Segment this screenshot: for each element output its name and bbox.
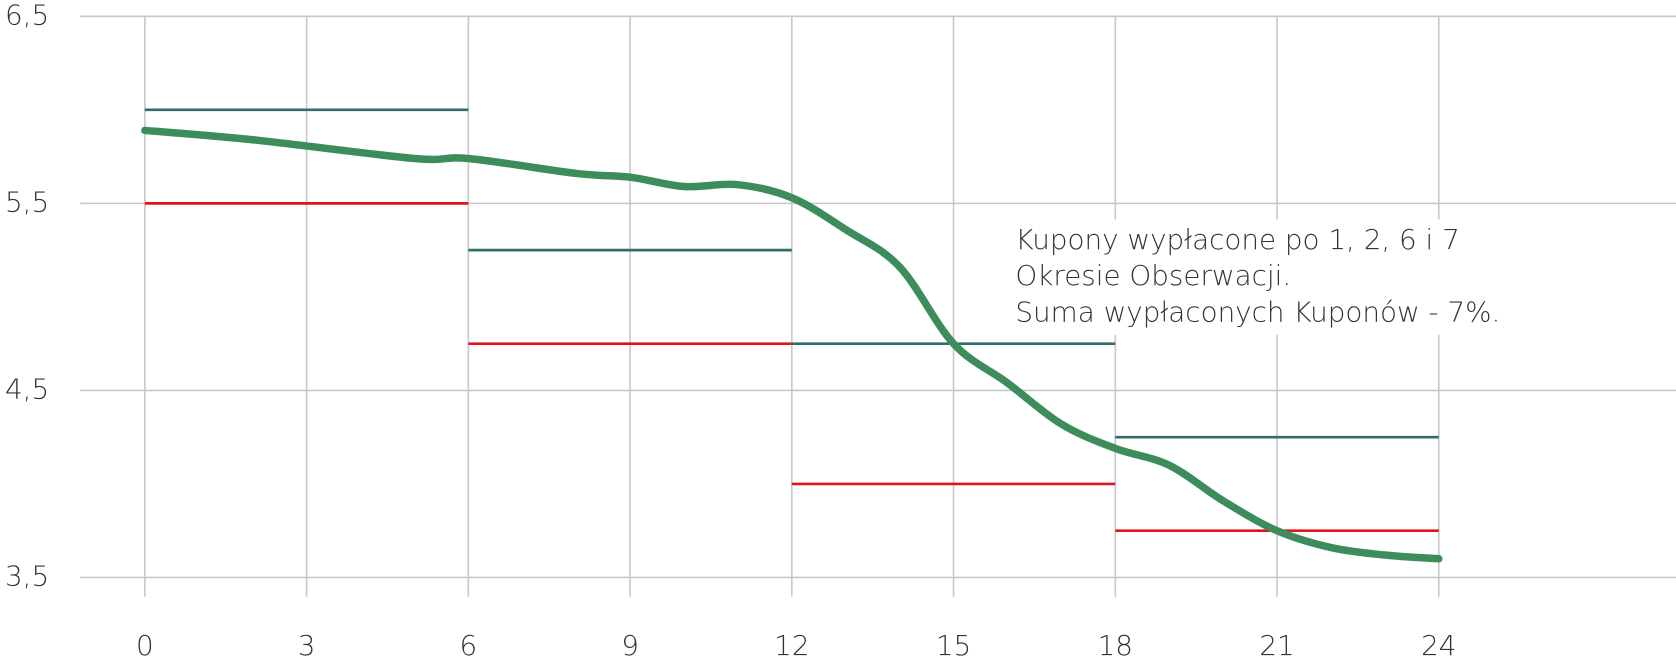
y-tick-label: 3,5 <box>5 559 49 592</box>
annotation: Suma wypłaconych Kuponów - 7%. <box>1015 295 1500 328</box>
x-tick-label: 6 <box>459 629 477 659</box>
annotation-background <box>1004 219 1518 335</box>
line-series <box>141 126 1443 563</box>
x-tick-label: 15 <box>936 629 971 659</box>
annotation: Kupony wypłacone po 1, 2, 6 i 7 <box>1015 223 1459 256</box>
x-tick-label: 9 <box>621 629 639 659</box>
y-tick-label: 6,5 <box>5 0 49 31</box>
x-tick-label: 12 <box>774 629 809 659</box>
x-tick-label: 0 <box>136 629 154 659</box>
x-tick-label: 18 <box>1098 629 1133 659</box>
x-tick-label: 24 <box>1421 629 1456 659</box>
x-tick-label: 21 <box>1259 629 1294 659</box>
y-tick-label: 5,5 <box>5 185 49 218</box>
y-tick-label: 4,5 <box>5 372 49 405</box>
x-tick-label: 3 <box>298 629 316 659</box>
annotation: Okresie Obserwacji. <box>1015 259 1291 292</box>
